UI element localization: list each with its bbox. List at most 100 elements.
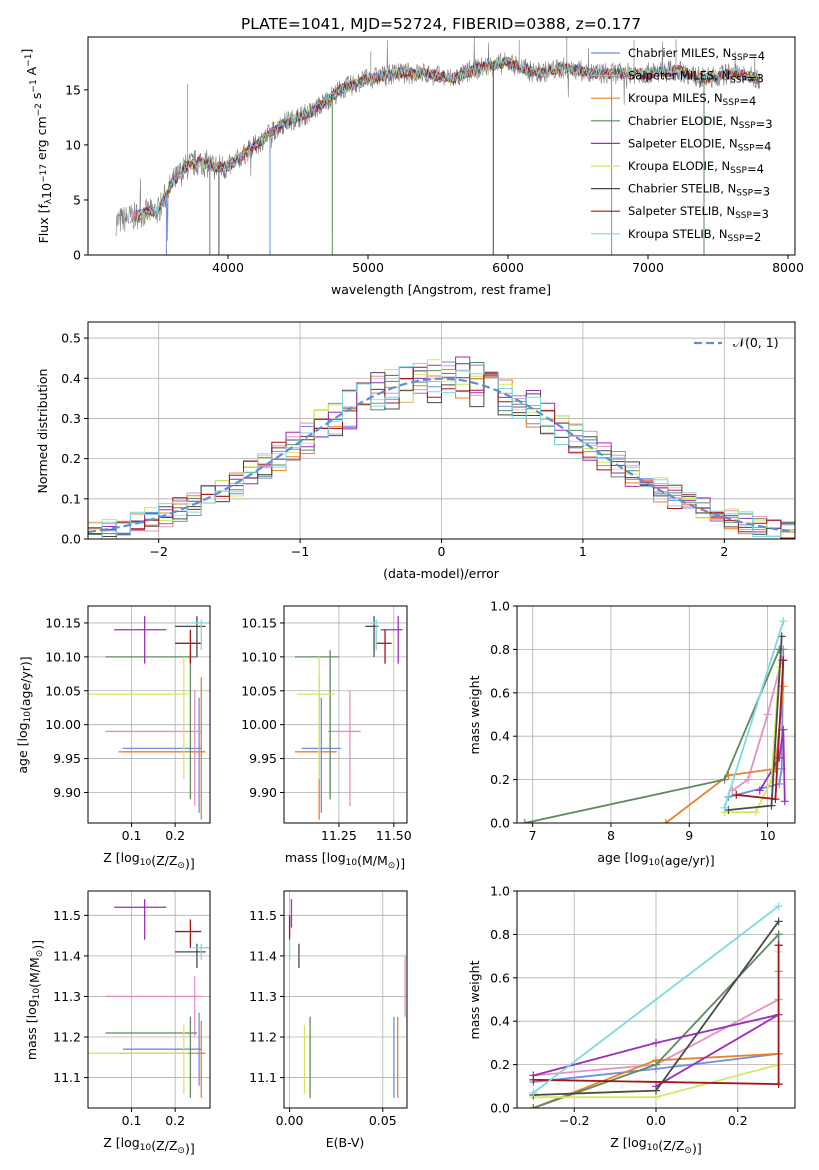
legend-label: Kroupa MILES, NSSP=4 <box>628 91 756 108</box>
weight-z-marker <box>652 1086 660 1095</box>
label-part: =3 <box>756 117 773 131</box>
label-part: =4 <box>755 139 772 153</box>
x-axis-label: Z [log10(Z/Z⊙)] <box>610 1135 701 1156</box>
label-part: Chabrier STELIB, N <box>628 182 736 196</box>
label-part: 10 <box>140 1143 152 1153</box>
label-part: 10 <box>140 858 152 868</box>
weight-z-marker <box>774 917 783 926</box>
label-part: )] <box>692 1141 702 1156</box>
x-tick-label: 1 <box>579 544 587 559</box>
weight-z-line <box>532 905 780 1094</box>
x-tick-label: −2 <box>149 544 167 559</box>
axes-frame <box>283 605 408 824</box>
label-part: SSP <box>730 76 747 86</box>
label-part: 10 <box>32 988 42 1000</box>
legend-label: Kroupa ELODIE, NSSP=4 <box>628 159 764 176</box>
label-part: 10 <box>346 858 358 868</box>
x-tick-label: 11.50 <box>376 828 412 843</box>
label-part: Chabrier MILES, N <box>628 46 731 60</box>
gaussian-curve <box>88 377 793 534</box>
y-tick-label: 0.4 <box>61 371 81 386</box>
y-axis-label: age [log10(age/yr)] <box>15 656 33 773</box>
figure-title: PLATE=1041, MJD=52724, FIBERID=0388, z=0… <box>241 15 641 33</box>
x-tick-label: 2 <box>720 544 728 559</box>
x-tick-label: 5000 <box>352 260 384 275</box>
y-tick-label: 0.5 <box>61 331 81 346</box>
x-tick-label: 0.05 <box>369 1113 397 1128</box>
legend-label: Salpeter MILES, NSSP=3 <box>628 69 764 86</box>
y-tick-label: 11.1 <box>53 1070 81 1085</box>
plot-area <box>284 606 407 823</box>
y-tick-label: 11.5 <box>53 908 81 923</box>
label-part: Z [log <box>103 850 139 865</box>
label-part: s <box>29 93 44 104</box>
plot-area <box>517 891 795 1108</box>
plot-area <box>517 606 795 823</box>
weight-z-marker <box>529 1104 538 1108</box>
y-tick-label: 0.2 <box>490 1057 510 1072</box>
y-tick-label: 10.10 <box>241 649 277 664</box>
weight-age-marker <box>775 645 784 654</box>
spectrum-panel: 4000 5000 6000 7000 8000 0 5 10 15 wavelength [An… <box>19 36 804 297</box>
x-tick-label: 8 <box>607 828 615 843</box>
y-tick-label: 5 <box>73 192 81 207</box>
label-part: erg cm <box>34 116 49 164</box>
y-tick-label: 15 <box>65 82 81 97</box>
weight-z-line <box>533 1013 780 1088</box>
label-part: )] <box>395 856 405 871</box>
label-part: ⊙ <box>388 861 396 871</box>
label-part: SSP <box>739 121 756 131</box>
y-tick-label: 0.1 <box>61 491 81 506</box>
x-tick-label: 7 <box>529 828 537 843</box>
y-axis-label: Flux [fλ10−17 erg cm−2 s−1 A−1] <box>19 49 54 244</box>
y-tick-label: 11.2 <box>53 1030 81 1045</box>
x-tick-label: 0.0 <box>646 1113 666 1128</box>
label-part: ⊙ <box>684 1146 692 1156</box>
label-part: Flux [f <box>36 204 51 244</box>
x-tick-label: 0.00 <box>276 1113 304 1128</box>
label-part: (age/yr)] <box>18 656 33 711</box>
y-tick-label: 10.00 <box>241 717 277 732</box>
weight-age-line <box>724 666 781 813</box>
label-part: Kroupa ELODIE, N <box>628 159 730 173</box>
y-tick-label: 9.95 <box>53 751 81 766</box>
label-part: =3 <box>753 185 770 199</box>
x-tick-label: 0.1 <box>122 1113 142 1128</box>
weight-age-marker <box>771 795 780 804</box>
label-part: ⊙ <box>177 1146 185 1156</box>
residual-histogram <box>88 363 795 539</box>
residual-panel: −2 −1 0 1 2 0.0 0.1 0.2 0.3 0.4 0.5 (data-model)/er… <box>35 321 796 581</box>
label-part: Salpeter MILES, N <box>628 69 730 83</box>
y-tick-label: 0.0 <box>61 532 81 547</box>
label-part: Salpeter STELIB, N <box>628 204 735 218</box>
label-part: SSP <box>730 166 747 176</box>
y-axis-label: mass [log10(M/M⊙)] <box>24 940 45 1060</box>
x-tick-label: 10 <box>760 828 776 843</box>
weight-z-marker <box>774 941 783 950</box>
weight-age-marker <box>779 656 788 665</box>
label-part: 10 <box>647 1143 659 1153</box>
weight-age-marker <box>720 775 729 784</box>
label-part: −17 <box>39 164 49 183</box>
y-tick-label: 0.4 <box>490 729 510 744</box>
y-tick-label: 1.0 <box>490 884 510 899</box>
x-tick-label: 0.2 <box>728 1113 748 1128</box>
x-tick-label: 11.25 <box>321 828 357 843</box>
y-tick-label: 10 <box>65 137 81 152</box>
x-tick-label: 0.2 <box>165 1113 185 1128</box>
label-part: )] <box>185 1141 195 1156</box>
legend-label: 𝒩(0, 1) <box>733 335 779 350</box>
label-part: SSP <box>735 211 752 221</box>
label-part: ] <box>19 49 34 54</box>
y-tick-label: 10.10 <box>45 649 81 664</box>
x-axis-label: mass [log10(M/M⊙)] <box>285 850 405 871</box>
x-tick-label: 9 <box>685 828 693 843</box>
label-part: SSP <box>731 53 748 63</box>
model-spectrum-line <box>140 55 760 220</box>
weight-z-marker <box>774 1080 783 1089</box>
label-part: Z [log <box>610 1135 646 1150</box>
label-part: =4 <box>739 94 756 108</box>
y-tick-label: 0.4 <box>490 1014 510 1029</box>
axes-frame <box>87 890 211 1109</box>
